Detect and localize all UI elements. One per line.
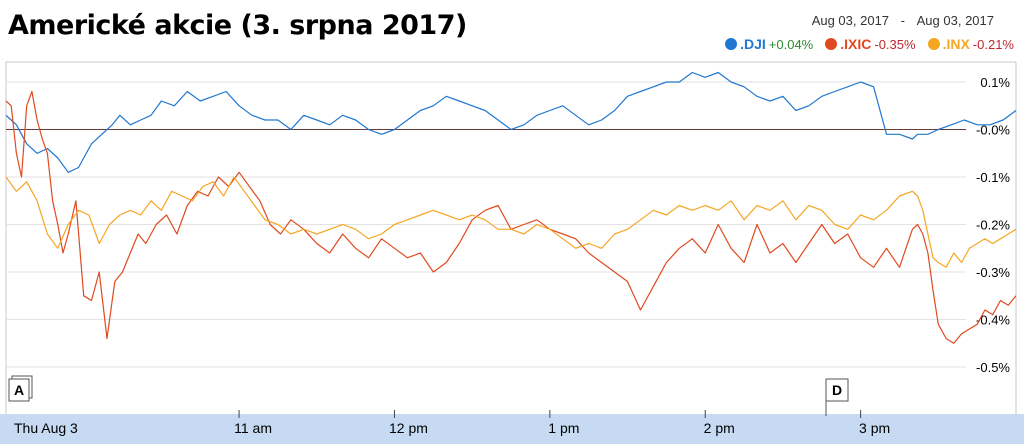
legend-symbol: .DJI (740, 36, 766, 52)
series-line-ixic[interactable] (5, 90, 1017, 344)
date-range[interactable]: Aug 03, 2017 - Aug 03, 2017 (808, 13, 998, 28)
y-tick-label: -0.1% (976, 170, 1010, 185)
y-axis: 0.1% -0.0% -0.1% -0.2% -0.3% -0.4% -0.5% (976, 75, 1010, 375)
event-marker-d[interactable]: D (825, 378, 849, 416)
y-tick-label: -0.0% (976, 123, 1010, 138)
x-tick-label: Thu Aug 3 (14, 420, 78, 436)
series-dot-icon (725, 38, 738, 50)
legend-change: -0.21% (972, 36, 1014, 52)
series-dot-icon (927, 38, 940, 50)
marker-d-label: D (832, 382, 842, 398)
legend-symbol: .IXIC (840, 36, 872, 52)
x-tick-label: 12 pm (389, 420, 428, 436)
legend-symbol: .INX (942, 36, 970, 52)
series-dot-icon (825, 38, 838, 50)
date-to: Aug 03, 2017 (916, 13, 994, 28)
y-tick-label: -0.4% (976, 313, 1010, 328)
x-tick-label: 1 pm (548, 420, 579, 436)
legend: .DJI +0.04% .IXIC -0.35% .INX -0.21% (725, 36, 1014, 52)
legend-item-dji[interactable]: .DJI +0.04% (725, 36, 813, 52)
date-separator: - (900, 13, 906, 28)
y-tick-label: -0.3% (976, 265, 1010, 280)
x-tick-label: 3 pm (859, 420, 890, 436)
plot-frame (5, 61, 1017, 414)
legend-change: -0.35% (874, 36, 916, 52)
legend-change: +0.04% (768, 36, 814, 52)
series-layer (5, 71, 1017, 344)
x-tick-label: 2 pm (704, 420, 735, 436)
chart-title: Americké akcie (3. srpna 2017) (8, 10, 467, 41)
marker-a-label: A (14, 382, 24, 398)
legend-item-inx[interactable]: .INX -0.21% (927, 36, 1014, 52)
x-axis: Thu Aug 3 11 am 12 pm 1 pm 2 pm 3 pm (0, 410, 1024, 444)
event-marker-a[interactable]: A (8, 375, 33, 402)
series-line-dji[interactable] (5, 71, 1017, 173)
x-tick-label: 11 am (234, 420, 272, 436)
x-axis-band (0, 414, 1024, 444)
date-from: Aug 03, 2017 (811, 13, 890, 28)
y-tick-label: -0.5% (976, 360, 1010, 375)
y-tick-label: 0.1% (980, 75, 1010, 90)
legend-item-ixic[interactable]: .IXIC -0.35% (825, 36, 916, 52)
series-line-inx[interactable] (5, 176, 1017, 268)
y-tick-label: -0.2% (976, 218, 1010, 233)
gridlines (6, 81, 966, 368)
